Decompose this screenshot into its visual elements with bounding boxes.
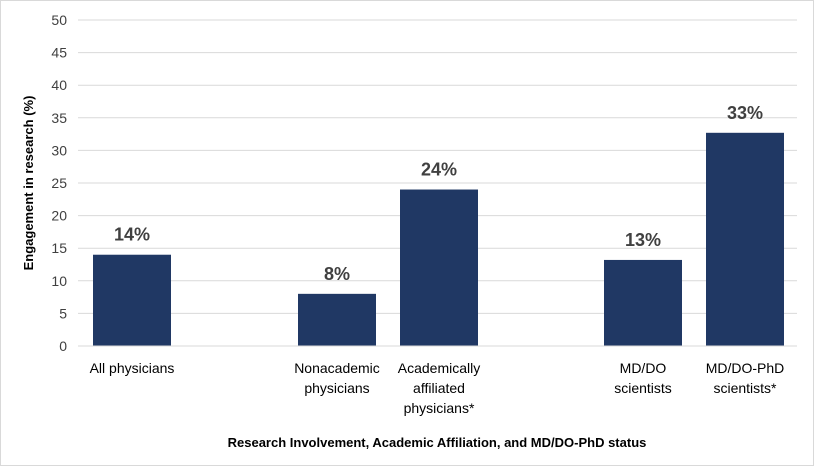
x-category-label: MD/DO scientists — [614, 360, 672, 396]
x-axis-label: Research Involvement, Academic Affiliati… — [228, 435, 647, 450]
y-tick-label: 15 — [51, 240, 67, 256]
y-tick-label: 30 — [51, 142, 67, 158]
bars — [93, 132, 784, 346]
bar — [604, 259, 682, 346]
bar — [298, 293, 376, 346]
bar — [400, 189, 478, 346]
y-tick-label: 40 — [51, 77, 67, 93]
data-label: 24% — [421, 160, 457, 180]
y-tick-label: 20 — [51, 208, 67, 224]
gridlines — [78, 19, 797, 314]
y-tick-label: 45 — [51, 45, 67, 61]
data-label: 13% — [625, 230, 661, 250]
y-axis-tick-labels: 0 5 10 15 20 25 30 35 40 45 50 — [51, 12, 67, 354]
y-tick-label: 35 — [51, 110, 67, 126]
bar — [93, 254, 171, 346]
y-axis-label: Engagement in research (%) — [21, 96, 36, 271]
x-category-label: MD/DO-PhD scientists* — [706, 360, 785, 396]
y-tick-label: 5 — [59, 305, 67, 321]
bar — [706, 132, 784, 346]
data-labels: 14% 8% 24% 13% 33% — [114, 103, 763, 284]
y-tick-label: 50 — [51, 12, 67, 28]
y-tick-label: 25 — [51, 175, 67, 191]
x-category-label: Academically affiliated physicians* — [398, 360, 480, 416]
data-label: 8% — [324, 264, 350, 284]
x-category-label: Nonacademic physicians — [294, 360, 380, 396]
data-label: 14% — [114, 225, 150, 245]
data-label: 33% — [727, 103, 763, 123]
x-axis-category-labels: All physicians Nonacademic physicians Acade… — [90, 360, 785, 416]
x-category-label: All physicians — [90, 360, 175, 376]
y-tick-label: 0 — [59, 338, 67, 354]
y-tick-label: 10 — [51, 273, 67, 289]
